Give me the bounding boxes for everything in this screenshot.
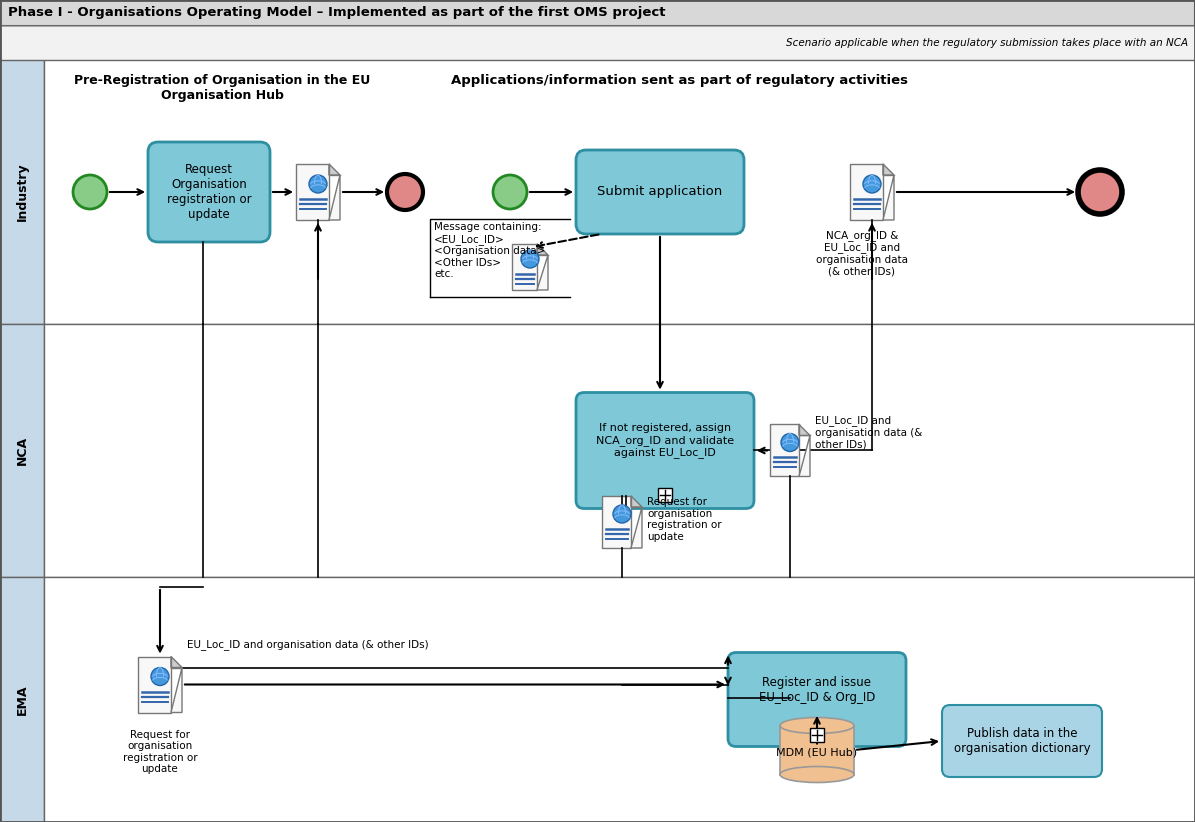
Bar: [780, 726, 854, 774]
Circle shape: [1078, 170, 1122, 214]
Circle shape: [521, 250, 539, 268]
Text: MDM (EU Hub): MDM (EU Hub): [777, 747, 858, 757]
Polygon shape: [329, 164, 341, 175]
Text: Submit application: Submit application: [598, 186, 723, 198]
Text: EMA: EMA: [16, 684, 29, 715]
Polygon shape: [770, 424, 799, 477]
Circle shape: [151, 667, 168, 686]
Polygon shape: [137, 657, 171, 713]
Text: Request for
organisation
registration or
update: Request for organisation registration or…: [123, 729, 197, 774]
FancyBboxPatch shape: [576, 392, 754, 509]
Polygon shape: [537, 244, 549, 255]
Text: If not registered, assign
NCA_org_ID and validate
against EU_Loc_ID: If not registered, assign NCA_org_ID and…: [596, 423, 734, 458]
Circle shape: [613, 505, 631, 523]
Ellipse shape: [780, 718, 854, 733]
Bar: [658, 488, 672, 502]
FancyBboxPatch shape: [942, 705, 1102, 777]
Bar: [44, 577, 1195, 822]
Polygon shape: [883, 164, 894, 175]
Circle shape: [73, 175, 108, 209]
Polygon shape: [171, 667, 182, 713]
FancyBboxPatch shape: [148, 142, 270, 242]
Text: Applications/information sent as part of regulatory activities: Applications/information sent as part of…: [452, 74, 908, 87]
Bar: [0, 26, 1195, 60]
Bar: [44, 60, 1195, 324]
Polygon shape: [171, 657, 182, 667]
Text: Scenario applicable when the regulatory submission takes place with an NCA: Scenario applicable when the regulatory …: [786, 38, 1188, 48]
Polygon shape: [883, 175, 894, 220]
FancyBboxPatch shape: [728, 653, 906, 746]
Polygon shape: [631, 496, 642, 507]
Polygon shape: [850, 164, 883, 220]
Polygon shape: [329, 175, 341, 220]
Circle shape: [782, 433, 799, 451]
Text: Phase I - Organisations Operating Model – Implemented as part of the first OMS p: Phase I - Organisations Operating Model …: [8, 7, 666, 20]
Text: Register and issue
EU_Loc_ID & Org_ID: Register and issue EU_Loc_ID & Org_ID: [759, 676, 875, 704]
Polygon shape: [296, 164, 329, 220]
Bar: [810, 727, 825, 741]
Bar: [0, 60, 44, 324]
Bar: [0, 324, 44, 577]
Polygon shape: [602, 496, 631, 548]
Text: Request
Organisation
registration or
update: Request Organisation registration or upd…: [166, 163, 251, 221]
Text: NCA_org_ID &
EU_Loc_ID and
organisation data
(& other IDs): NCA_org_ID & EU_Loc_ID and organisation …: [816, 230, 908, 277]
Text: Industry: Industry: [16, 163, 29, 221]
Text: Pre-Registration of Organisation in the EU
Organisation Hub: Pre-Registration of Organisation in the …: [74, 74, 370, 102]
Text: Publish data in the
organisation dictionary: Publish data in the organisation diction…: [954, 727, 1090, 755]
Polygon shape: [799, 424, 810, 436]
Circle shape: [387, 174, 423, 210]
Ellipse shape: [780, 766, 854, 783]
Circle shape: [310, 175, 327, 193]
Bar: [0, 0, 1195, 26]
Text: Request for
organisation
registration or
update: Request for organisation registration or…: [646, 497, 722, 542]
Bar: [44, 324, 1195, 577]
Bar: [0, 577, 44, 822]
Circle shape: [494, 175, 527, 209]
Text: Message containing:
<EU_Loc_ID>
<Organisation data>
<Other IDs>
etc.: Message containing: <EU_Loc_ID> <Organis…: [434, 222, 545, 279]
Polygon shape: [537, 255, 549, 290]
Polygon shape: [799, 436, 810, 477]
Polygon shape: [511, 244, 537, 290]
Text: NCA: NCA: [16, 436, 29, 465]
Text: EU_Loc_ID and organisation data (& other IDs): EU_Loc_ID and organisation data (& other…: [186, 639, 429, 650]
Text: EU_Loc_ID and
organisation data (&
other IDs): EU_Loc_ID and organisation data (& other…: [815, 415, 923, 450]
Polygon shape: [631, 507, 642, 548]
Circle shape: [863, 175, 881, 193]
FancyBboxPatch shape: [576, 150, 744, 234]
